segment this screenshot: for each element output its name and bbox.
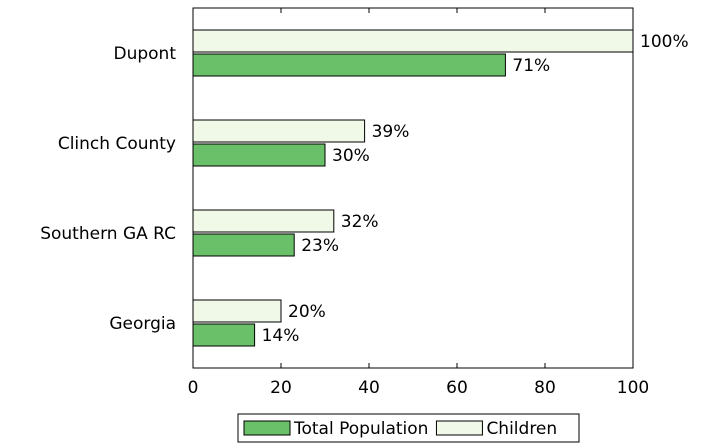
x-axis: 0 20 40 60 80 100	[188, 8, 649, 398]
bar-children	[192, 119, 366, 143]
bar-total-population	[192, 143, 326, 167]
data-label: 39%	[372, 122, 410, 142]
x-tick-label: 80	[534, 378, 556, 398]
bar-children	[192, 29, 634, 53]
bar-children	[192, 299, 282, 323]
data-label: 100%	[640, 32, 689, 52]
category-label: Dupont	[114, 44, 177, 64]
data-label: 30%	[332, 146, 370, 166]
legend-label: Total Population	[293, 419, 428, 439]
legend-box	[237, 413, 580, 443]
category-label: Southern GA RC	[40, 224, 176, 244]
legend-label: Children	[486, 419, 557, 439]
category-label: Clinch County	[58, 134, 176, 154]
bars-group	[192, 29, 634, 347]
data-label: 23%	[301, 236, 339, 256]
bar-total-population	[192, 323, 256, 347]
data-label: 20%	[288, 302, 326, 322]
data-label: 71%	[512, 56, 550, 76]
legend: Total Population Children	[237, 413, 580, 443]
plot-frame	[192, 7, 634, 369]
bar-total-population	[192, 233, 295, 257]
data-label: 32%	[341, 212, 379, 232]
x-tick-label: 0	[188, 378, 199, 398]
x-tick-label: 60	[446, 378, 468, 398]
bar-children	[192, 209, 335, 233]
x-tick-label: 20	[270, 378, 292, 398]
x-tick-label: 100	[617, 378, 649, 398]
legend-swatch	[435, 420, 483, 436]
data-label: 14%	[262, 326, 300, 346]
bar-total-population	[192, 53, 506, 77]
x-tick-label: 40	[358, 378, 380, 398]
legend-swatch	[243, 420, 291, 436]
category-label: Georgia	[109, 314, 176, 334]
labels-group: Dupont 100% 71% Clinch County 39%30% Southern…	[40, 32, 688, 346]
